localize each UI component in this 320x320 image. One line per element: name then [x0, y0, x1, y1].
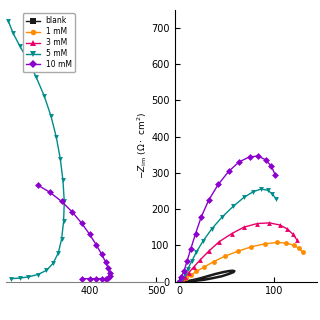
Y-axis label: $-Z_{\rm im}$ ($\Omega\cdot$ cm$^2$): $-Z_{\rm im}$ ($\Omega\cdot$ cm$^2$): [135, 112, 148, 179]
Legend: blank, 1 mM, 3 mM, 5 mM, 10 mM: blank, 1 mM, 3 mM, 5 mM, 10 mM: [23, 13, 75, 72]
